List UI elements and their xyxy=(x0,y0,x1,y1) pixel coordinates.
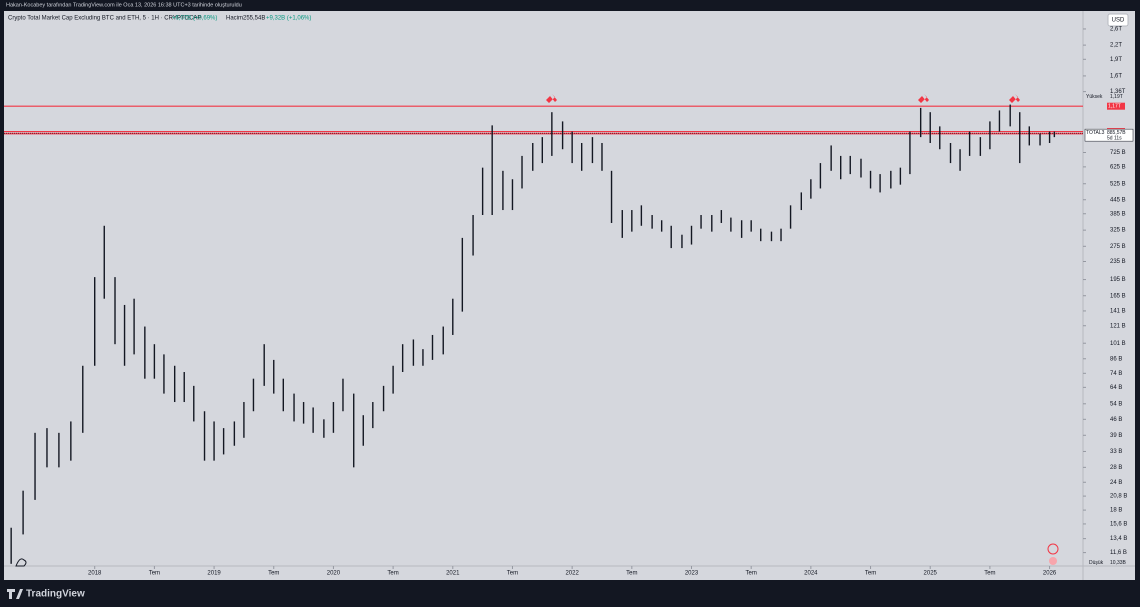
y-tick-label: 33 B xyxy=(1110,449,1122,455)
x-tick-label: Tem xyxy=(626,571,637,577)
y-tick-label: 64 B xyxy=(1110,385,1122,391)
y-tick-label: 101 B xyxy=(1110,341,1126,347)
x-tick-label: 2023 xyxy=(685,571,699,577)
y-tick-label: 20,8 B xyxy=(1110,494,1127,500)
currency[interactable]: USD xyxy=(1112,18,1125,24)
y-tick-label: 141 B xyxy=(1110,309,1126,315)
hammer-icons xyxy=(546,94,1020,103)
volume: Hacim255,54B xyxy=(226,16,265,22)
price-label: 1,17T xyxy=(1108,104,1121,110)
x-tick-label: 2018 xyxy=(88,571,102,577)
y-tick-label: 54 B xyxy=(1110,401,1122,407)
y-tick-label: 15,6 B xyxy=(1110,522,1127,528)
high-name: Yüksek xyxy=(1086,94,1103,100)
y-tick-label: 1,9T xyxy=(1110,57,1122,63)
y-tick-label: 28 B xyxy=(1110,465,1122,471)
x-tick-label: Tem xyxy=(387,571,398,577)
x-tick-label: 2020 xyxy=(327,571,341,577)
change: +6,07B (+0,69%) xyxy=(172,16,217,22)
y-tick-label: 2,6T xyxy=(1110,27,1122,33)
countdown: 5d 11s xyxy=(1107,135,1122,141)
last-price-box xyxy=(1084,128,1134,142)
y-tick-label: 165 B xyxy=(1110,293,1126,299)
high-value: 1,19T xyxy=(1110,94,1123,100)
x-tick-label: Tem xyxy=(149,571,160,577)
y-tick-label: 625 B xyxy=(1110,164,1126,170)
x-tick-label: 2026 xyxy=(1043,571,1057,577)
y-tick-label: 325 B xyxy=(1110,228,1126,234)
x-tick-label: 2025 xyxy=(924,571,938,577)
x-tick-label: 2021 xyxy=(446,571,460,577)
y-tick-label: 11,6 B xyxy=(1110,550,1127,556)
brand: TradingView xyxy=(7,589,85,600)
currency-box[interactable] xyxy=(1107,13,1129,27)
credit: Hakan-Kocabey tarafından TradingView.com… xyxy=(6,2,242,8)
y-tick-label: 121 B xyxy=(1110,323,1126,329)
y-tick-label: 13,4 B xyxy=(1110,536,1127,542)
y-tick-label: 2,2T xyxy=(1110,43,1122,49)
x-tick-label: 2024 xyxy=(804,571,818,577)
last-price: 885,57B xyxy=(1107,130,1126,136)
y-tick-label: 24 B xyxy=(1110,480,1122,486)
event-icon[interactable] xyxy=(1047,543,1059,555)
y-tick-label: 46 B xyxy=(1110,417,1122,423)
y-tick-label: 235 B xyxy=(1110,259,1126,265)
y-tick-label: 195 B xyxy=(1110,277,1126,283)
low-value: 10,33B xyxy=(1110,560,1127,566)
y-tick-label: 385 B xyxy=(1110,211,1126,217)
y-tick-label: 525 B xyxy=(1110,181,1126,187)
y-tick-label: 86 B xyxy=(1110,356,1122,362)
y-tick-label: 18 B xyxy=(1110,508,1122,514)
brand-logo xyxy=(7,589,23,599)
y-tick-label: 39 B xyxy=(1110,433,1122,439)
last-price-name: TOTAL3 xyxy=(1086,130,1105,136)
x-tick-label: 2019 xyxy=(207,571,221,577)
y-tick-label: 1,36T xyxy=(1110,89,1126,95)
x-tick-label: Tem xyxy=(746,571,757,577)
chart-area xyxy=(4,11,1135,580)
y-tick-label: 74 B xyxy=(1110,371,1122,377)
x-tick-label: Tem xyxy=(865,571,876,577)
chart-title: Crypto Total Market Cap Excluding BTC an… xyxy=(8,16,201,22)
y-tick-label: 1,6T xyxy=(1110,74,1122,80)
price-label-box xyxy=(1107,102,1125,110)
low-name: Düşük xyxy=(1089,560,1104,566)
y-tick-label: 725 B xyxy=(1110,150,1126,156)
volume-change: +9,32B (+1,06%) xyxy=(266,16,311,22)
logo-mark xyxy=(15,558,27,567)
y-tick-label: 445 B xyxy=(1110,197,1126,203)
x-tick-label: 2022 xyxy=(565,571,579,577)
x-tick-label: Tem xyxy=(984,571,995,577)
x-tick-label: Tem xyxy=(507,571,518,577)
brand-name: TradingView xyxy=(26,589,85,600)
event-icon[interactable] xyxy=(1049,557,1057,565)
x-tick-label: Tem xyxy=(268,571,279,577)
y-tick-label: 275 B xyxy=(1110,244,1126,250)
